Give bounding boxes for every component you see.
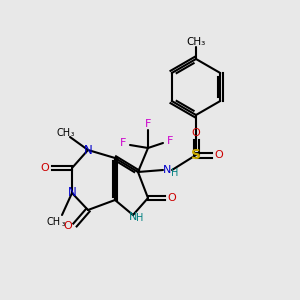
Text: CH₃: CH₃ — [186, 37, 206, 47]
Text: F: F — [145, 119, 151, 129]
Text: O: O — [40, 163, 50, 173]
Text: S: S — [191, 148, 201, 162]
Text: O: O — [168, 193, 176, 203]
Text: N: N — [84, 143, 92, 157]
Text: H: H — [171, 168, 179, 178]
Text: CH: CH — [57, 128, 71, 138]
Text: O: O — [214, 150, 224, 160]
Text: O: O — [192, 128, 200, 138]
Text: F: F — [167, 136, 173, 146]
Text: N: N — [68, 187, 76, 200]
Text: ₃: ₃ — [61, 218, 64, 227]
Text: N: N — [163, 165, 171, 175]
Text: ₃: ₃ — [70, 130, 74, 139]
Text: F: F — [120, 138, 126, 148]
Text: N: N — [129, 212, 137, 222]
Text: O: O — [64, 221, 72, 231]
Text: H: H — [136, 213, 144, 223]
Text: CH: CH — [47, 217, 61, 227]
